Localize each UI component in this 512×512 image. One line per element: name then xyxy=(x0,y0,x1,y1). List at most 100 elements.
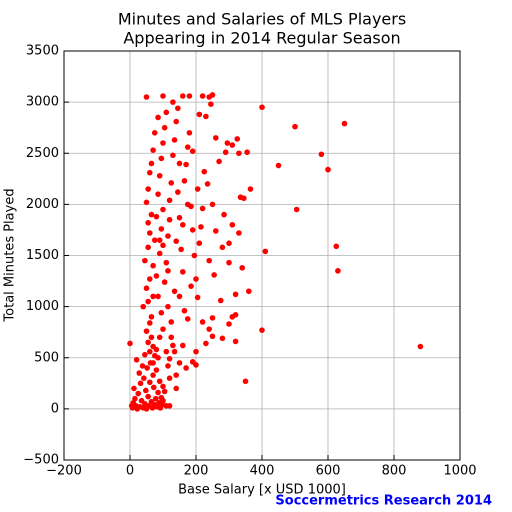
point xyxy=(141,375,147,382)
point xyxy=(222,149,229,156)
point xyxy=(217,297,224,304)
point xyxy=(232,291,239,298)
point xyxy=(237,194,244,201)
point xyxy=(153,273,160,279)
point xyxy=(136,370,143,376)
point xyxy=(239,264,245,271)
grid: −200 0 200 400 600 800 1000 −500 0 500 1000 1500 200… xyxy=(23,44,476,479)
point xyxy=(170,152,176,159)
points xyxy=(127,92,424,412)
point xyxy=(183,365,189,371)
point xyxy=(145,339,151,346)
point xyxy=(184,316,191,322)
annotation: Soccermetrics Research 2014 xyxy=(275,494,492,509)
point xyxy=(293,206,300,213)
point xyxy=(333,243,340,250)
point xyxy=(206,326,212,332)
point xyxy=(143,285,150,292)
point xyxy=(150,262,156,269)
point xyxy=(165,363,171,369)
point xyxy=(166,216,173,223)
point xyxy=(142,351,148,358)
point xyxy=(133,356,140,363)
point xyxy=(232,338,239,345)
point xyxy=(206,257,212,264)
point xyxy=(193,276,199,282)
plot-frame xyxy=(63,50,461,461)
x-tick-label: 1000 xyxy=(443,464,476,479)
point xyxy=(142,400,148,407)
point xyxy=(155,114,161,121)
point xyxy=(143,328,150,334)
point xyxy=(417,343,424,350)
point xyxy=(173,238,179,244)
point xyxy=(325,166,331,173)
point xyxy=(211,272,217,278)
point xyxy=(173,385,179,392)
y-tick-label: 3500 xyxy=(26,44,59,59)
point xyxy=(216,158,222,165)
point xyxy=(160,140,166,146)
point xyxy=(199,319,206,325)
point xyxy=(145,244,151,251)
x-tick-label: 0 xyxy=(126,464,134,479)
point xyxy=(226,259,232,266)
point xyxy=(148,160,155,167)
x-tick-label: 600 xyxy=(316,464,341,479)
point xyxy=(147,320,153,326)
point xyxy=(184,201,191,208)
point xyxy=(155,191,161,197)
point xyxy=(201,168,208,175)
point xyxy=(183,161,189,168)
point xyxy=(209,315,216,321)
point xyxy=(180,93,186,99)
point xyxy=(161,388,168,395)
point xyxy=(163,259,170,266)
point xyxy=(153,213,160,220)
point xyxy=(148,211,155,218)
point xyxy=(168,319,175,325)
point xyxy=(156,250,163,257)
point xyxy=(151,130,158,136)
point xyxy=(171,288,178,295)
point xyxy=(148,314,155,320)
point xyxy=(132,395,138,402)
point xyxy=(173,118,179,125)
point xyxy=(213,135,219,141)
point xyxy=(184,144,191,150)
point xyxy=(153,346,160,353)
point xyxy=(165,303,171,310)
point xyxy=(155,354,161,361)
y-tick-label: 1500 xyxy=(26,248,59,263)
y-tick-label: 0 xyxy=(51,401,59,416)
point xyxy=(194,186,201,192)
point xyxy=(160,242,166,249)
point xyxy=(247,186,254,192)
point xyxy=(204,181,211,187)
y-tick-label: 2000 xyxy=(26,197,59,212)
point xyxy=(229,222,236,228)
point xyxy=(318,151,325,158)
point xyxy=(188,283,194,289)
point xyxy=(180,269,186,275)
point xyxy=(203,340,209,347)
point xyxy=(209,201,216,208)
chart-title: Minutes and Salaries of MLS Players xyxy=(118,10,406,29)
point xyxy=(152,395,159,402)
point xyxy=(189,359,196,365)
point xyxy=(155,293,161,300)
point xyxy=(145,393,151,400)
point xyxy=(150,372,156,378)
point xyxy=(259,327,265,333)
point xyxy=(191,252,198,259)
point xyxy=(161,279,168,285)
y-tick-label: 500 xyxy=(34,350,59,365)
point xyxy=(234,136,241,142)
point xyxy=(160,383,166,390)
point xyxy=(242,378,249,385)
point xyxy=(166,375,173,382)
point xyxy=(219,244,226,251)
point xyxy=(178,246,184,253)
point xyxy=(236,230,242,236)
point xyxy=(186,130,193,136)
